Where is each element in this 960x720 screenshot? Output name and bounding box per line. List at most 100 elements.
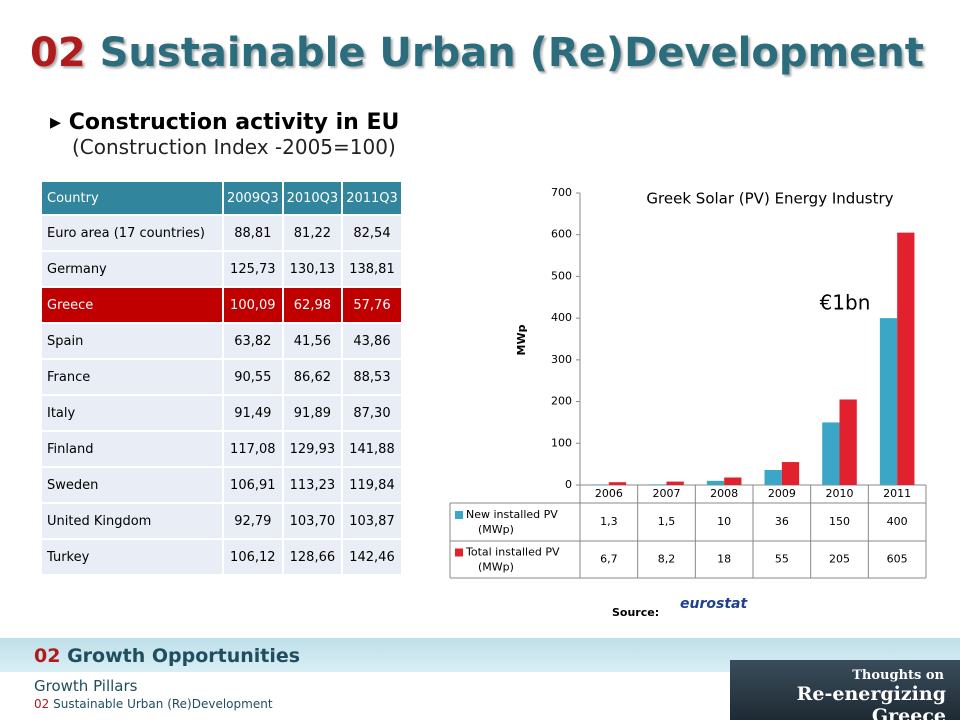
y-tick-label: 100 — [551, 436, 572, 449]
x-tick-label: 2009 — [768, 487, 796, 500]
logo: Thoughts on Re-energizing Greece — [730, 660, 960, 720]
y-tick-label: 600 — [551, 228, 572, 241]
value-label: 36 — [775, 515, 789, 528]
value-label: 1,3 — [600, 515, 618, 528]
footer-sub-title: Sustainable Urban (Re)Development — [53, 697, 273, 711]
table-cell: 103,87 — [341, 502, 403, 540]
y-tick-label: 300 — [551, 353, 572, 366]
logo-line2: Re-energizing Greece — [796, 683, 946, 720]
logo-line1: Thoughts on — [852, 668, 944, 683]
table-cell: 128,66 — [281, 538, 344, 576]
table-cell: France — [40, 358, 224, 396]
table-cell: Germany — [40, 250, 224, 288]
table-row: Turkey 106,12 128,66 142,46 — [40, 538, 403, 576]
table-row: Euro area (17 countries) 88,81 81,22 82,54 — [40, 214, 403, 252]
value-label: 10 — [717, 515, 731, 528]
value-label: 400 — [887, 515, 908, 528]
table-cell: 57,76 — [341, 286, 403, 324]
legend-label: New installed PV (MWp) — [466, 508, 558, 536]
table-cell: 142,46 — [341, 538, 403, 576]
y-tick-label: 200 — [551, 395, 572, 408]
table-row: France 90,55 86,62 88,53 — [40, 358, 403, 396]
table-cell: 103,70 — [281, 502, 344, 540]
table-cell: 106,12 — [222, 538, 284, 576]
table-cell: 88,53 — [341, 358, 403, 396]
bar — [839, 399, 857, 485]
value-label: 6,7 — [600, 553, 618, 566]
table-cell: 82,54 — [341, 214, 403, 252]
footer-pillar: Growth Pillars — [34, 677, 138, 695]
header-cell: 2010Q3 — [281, 180, 344, 216]
source-label: Source: — [612, 606, 659, 619]
table-cell: 130,13 — [281, 250, 344, 288]
table-row: Greece 100,09 62,98 57,76 — [40, 286, 403, 324]
x-tick-label: 2008 — [710, 487, 738, 500]
bar — [879, 318, 898, 485]
table-cell: 62,98 — [281, 286, 344, 324]
bar — [764, 469, 782, 485]
footer-sub-number: 02 — [34, 697, 50, 711]
footer-sub: 02 Sustainable Urban (Re)Development — [34, 697, 273, 711]
table-cell: 91,49 — [222, 394, 284, 432]
footer-number: 02 — [34, 645, 61, 667]
value-label: 1,5 — [658, 515, 676, 528]
footer-section: 02 Growth Opportunities — [34, 645, 300, 667]
bar — [822, 422, 840, 485]
legend-swatch — [455, 548, 463, 557]
table-cell: 92,79 — [222, 502, 284, 540]
table-row: United Kingdom 92,79 103,70 103,87 — [40, 502, 403, 540]
value-label: 205 — [829, 553, 850, 566]
x-tick-label: 2006 — [595, 487, 623, 500]
x-tick-label: 2007 — [653, 487, 681, 500]
source-logo: eurostat — [680, 596, 748, 612]
y-tick-label: 500 — [551, 269, 572, 282]
y-tick-label: 400 — [551, 311, 572, 324]
bar — [706, 480, 725, 485]
table-cell: Sweden — [40, 466, 224, 504]
table-cell: 100,09 — [222, 286, 284, 324]
header-cell: Country — [40, 180, 224, 216]
table-row: Italy 91,49 91,89 87,30 — [40, 394, 403, 432]
bullet-heading-text: Construction activity in EU — [68, 110, 400, 135]
header-cell: 2011Q3 — [341, 180, 403, 216]
y-tick-label: 0 — [565, 478, 572, 491]
table-cell: 81,22 — [281, 214, 344, 252]
table-cell: 88,81 — [222, 214, 284, 252]
legend-swatch — [455, 511, 463, 519]
table-cell: 138,81 — [341, 250, 403, 288]
title-text: Sustainable Urban (Re)Development — [99, 30, 924, 76]
x-tick-label: 2011 — [883, 487, 911, 500]
bar — [897, 232, 915, 485]
legend-label: Total installed PV (MWp) — [465, 546, 560, 574]
table-cell: Spain — [40, 322, 224, 360]
bar — [649, 484, 667, 485]
slide-title: 02 Sustainable Urban (Re)Development — [30, 30, 924, 76]
header-cell: 2009Q3 — [222, 180, 284, 216]
table-cell: 119,84 — [341, 466, 403, 504]
value-label: 55 — [775, 553, 789, 566]
table-header-row: Country 2009Q3 2010Q3 2011Q3 — [40, 180, 403, 216]
bar — [591, 484, 609, 485]
annotation: €1bn — [820, 291, 871, 315]
table-cell: 43,86 — [341, 322, 403, 360]
table-cell: Greece — [40, 286, 224, 324]
table-cell: 106,91 — [222, 466, 284, 504]
bullet-subheading: (Construction Index -2005=100) — [72, 135, 396, 159]
bar — [724, 477, 742, 485]
table-cell: Turkey — [40, 538, 224, 576]
table-cell: 86,62 — [281, 358, 344, 396]
table-cell: 117,08 — [222, 430, 284, 468]
value-label: 8,2 — [658, 553, 676, 566]
value-label: 150 — [829, 515, 850, 528]
bullet: ▸ Construction activity in EU (Construct… — [50, 110, 399, 159]
title-number: 02 — [30, 30, 86, 76]
table-row: Spain 63,82 41,56 43,86 — [40, 322, 403, 360]
footer-section-text: Growth Opportunities — [67, 645, 301, 667]
x-tick-label: 2010 — [826, 487, 854, 500]
table-cell: 91,89 — [281, 394, 344, 432]
table-cell: 87,30 — [341, 394, 403, 432]
bar — [608, 482, 627, 485]
data-table: Country 2009Q3 2010Q3 2011Q3 Euro area (17 c… — [40, 180, 403, 576]
table-cell: Italy — [40, 394, 224, 432]
bullet-heading: ▸ Construction activity in EU — [50, 110, 400, 135]
